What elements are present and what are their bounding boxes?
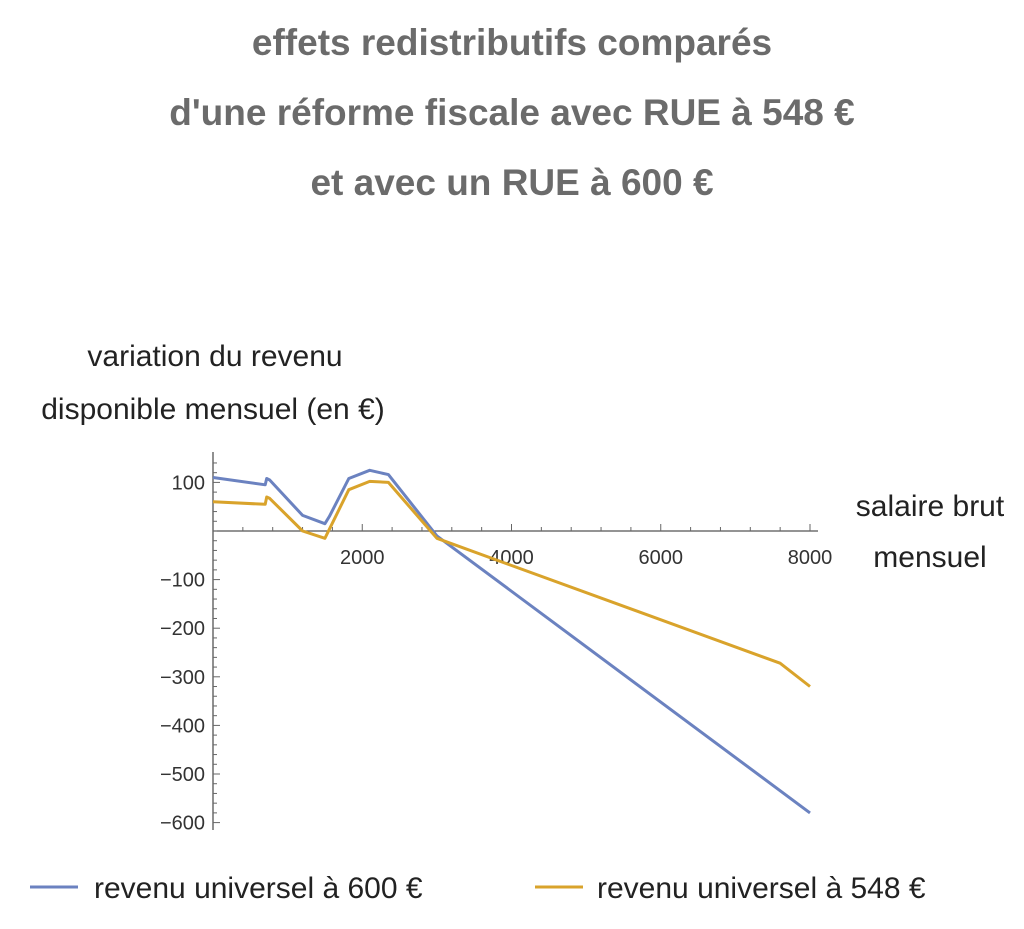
x-axis-label-line-1: salaire brut — [856, 490, 1005, 523]
y-tick-label: −400 — [160, 715, 205, 737]
y-axis-label-line-2: disponible mensuel (en €) — [41, 393, 385, 426]
y-tick-label: −200 — [160, 618, 205, 640]
legend: revenu universel à 600 € revenu universe… — [30, 872, 926, 905]
y-tick-label: −500 — [160, 764, 205, 786]
legend-label-548: revenu universel à 548 € — [597, 872, 926, 905]
series-line-600 — [212, 468, 811, 815]
axes: 2000 4000 6000 8000 100 −100 −200 −300 −400 −500 −… — [160, 452, 832, 835]
y-tick-label: 100 — [172, 472, 205, 494]
x-tick-label: 4000 — [489, 547, 534, 569]
x-tick-label: 8000 — [788, 547, 833, 569]
x-axis-label-line-2: mensuel — [873, 541, 986, 574]
legend-label-600: revenu universel à 600 € — [94, 872, 423, 905]
y-tick-label: −600 — [160, 813, 205, 835]
x-tick-label: 2000 — [340, 547, 385, 569]
y-axis-label-line-1: variation du revenu — [87, 340, 342, 373]
chart-title-line-2: d'une réforme fiscale avec RUE à 548 € — [169, 92, 855, 133]
y-tick-label: −300 — [160, 667, 205, 689]
chart-title: effets redistributifs comparés d'une réf… — [0, 8, 1024, 218]
x-tick-label: 6000 — [639, 547, 684, 569]
chart-title-line-3: et avec un RUE à 600 € — [310, 162, 714, 203]
chart-title-line-1: effets redistributifs comparés — [251, 22, 773, 63]
series-group — [212, 468, 811, 815]
series-line-548 — [212, 479, 811, 688]
y-tick-label: −100 — [160, 570, 205, 592]
